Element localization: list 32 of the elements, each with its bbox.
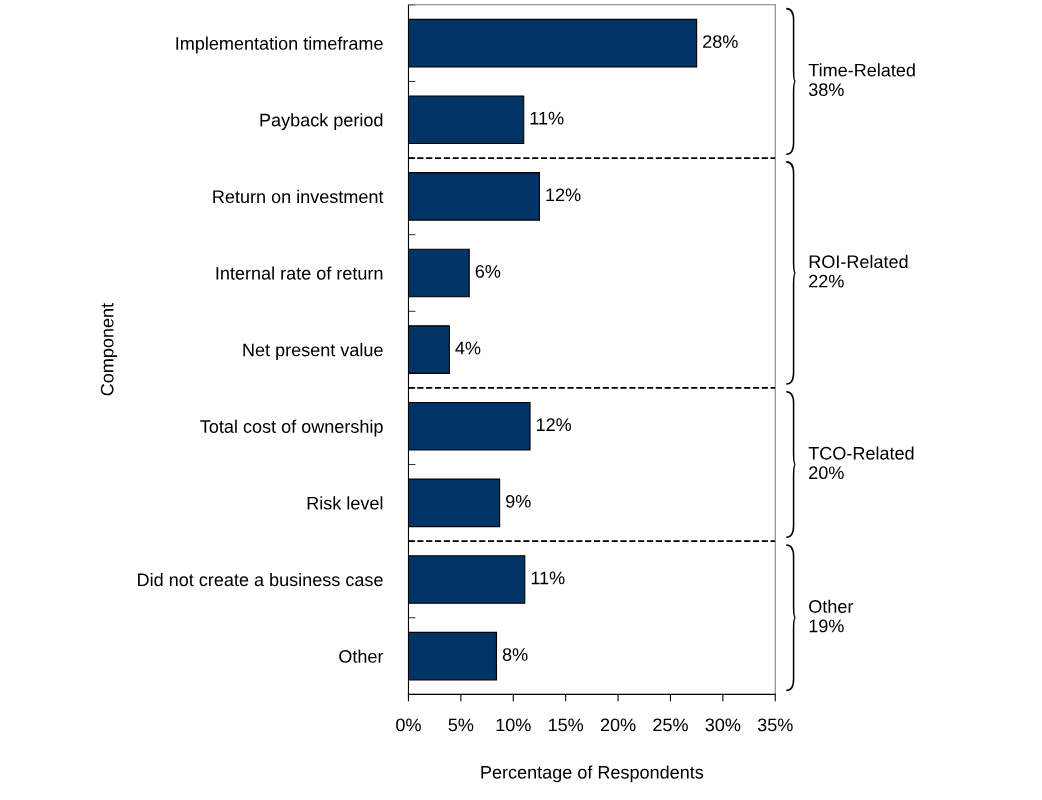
data-label: 4% [455,341,481,355]
y-tick-label: Payback period [260,113,383,131]
x-tick-label: 5% [448,718,474,732]
text: ROI-Related 22% [809,254,908,288]
x-tick-label: 30% [705,718,741,732]
y-tick-label: Net present value [243,343,383,360]
y-tick-label: Return on investment [213,189,384,204]
y-tick-label: Risk level [307,496,383,510]
text: Time-Related 38% [808,63,915,96]
x-tick-label: 15% [548,718,584,732]
data-label: 11% [531,571,565,585]
data-label: 11% [530,111,564,125]
y-tick-label: Implementation timeframe [176,36,383,54]
y-tick-label: Other [339,649,384,663]
y-tick-label: Did not create a business case [138,572,383,587]
y-tick-label: Total cost of ownership [200,419,383,437]
data-label: 9% [506,494,531,508]
data-label: 8% [502,648,528,661]
x-axis-title: Percentage of Respondents [481,765,704,783]
x-tick-label: 20% [600,718,636,732]
y-tick-label: Internal rate of return [216,266,383,280]
x-tick-label: 0% [396,718,421,732]
x-tick-label: 25% [653,718,688,732]
data-label: 28% [703,35,738,48]
text: TCO-Related 20% [808,446,914,480]
y-axis-title: Component [100,303,118,396]
data-label: 6% [475,265,501,278]
x-tick-label: 10% [496,718,531,732]
data-label: 12% [546,188,581,202]
x-tick-label: 35% [757,718,793,732]
text: Other 19% [809,599,854,633]
data-label: 12% [536,418,572,431]
